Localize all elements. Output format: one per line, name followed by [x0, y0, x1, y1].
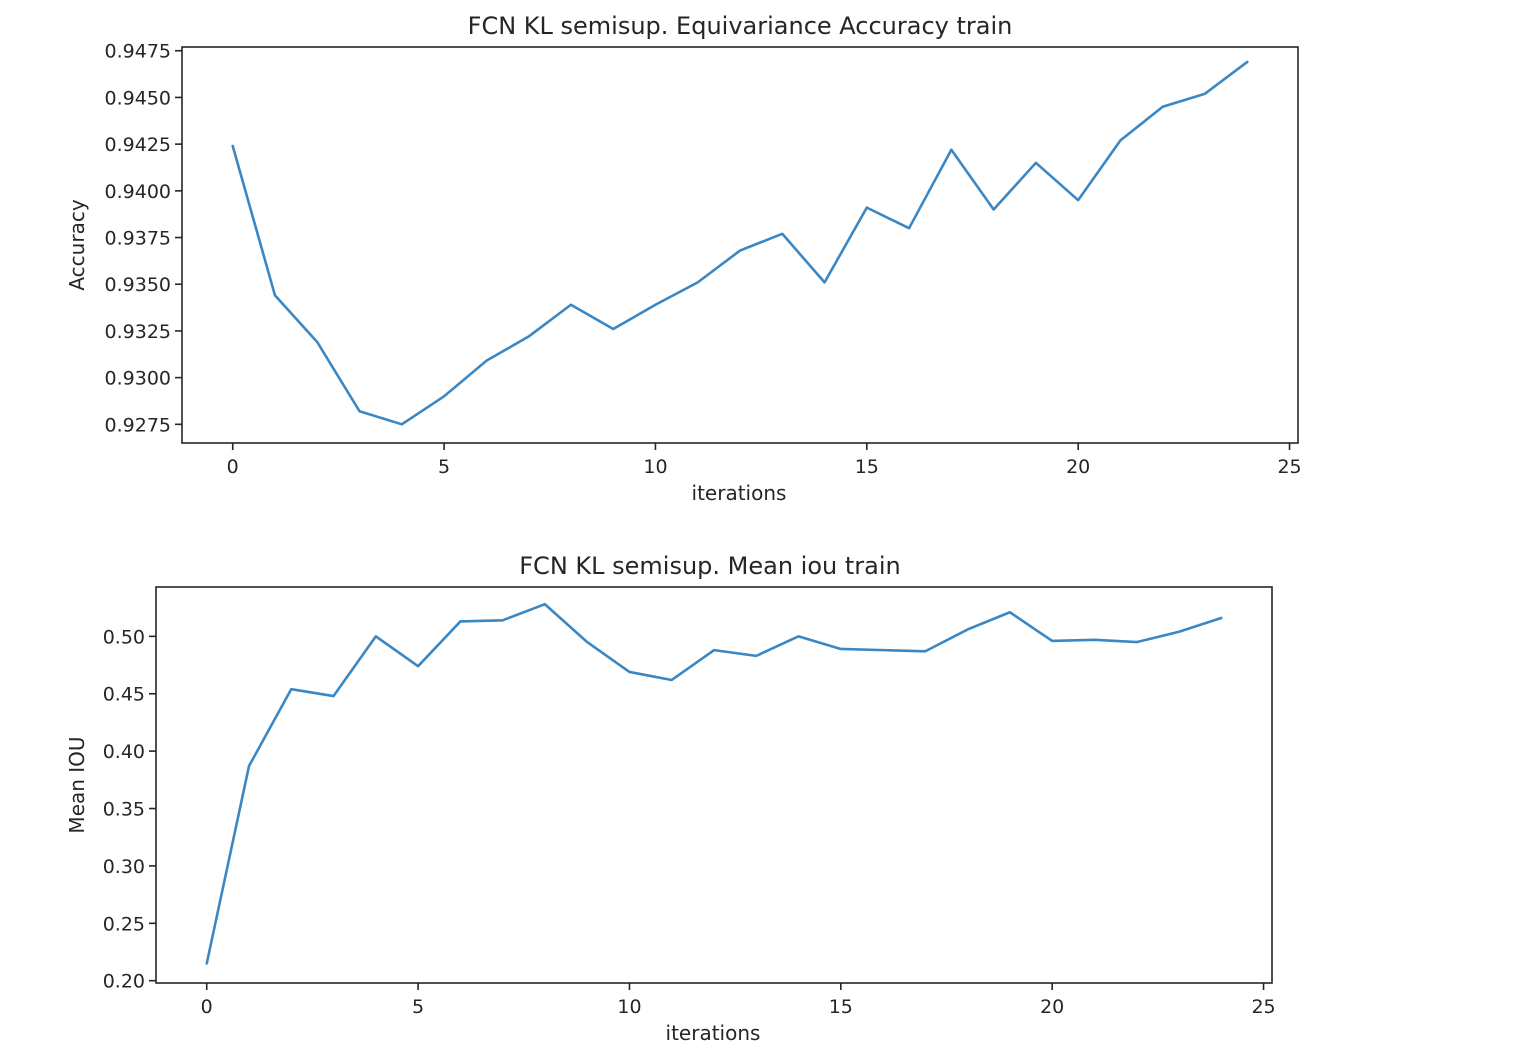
x-tick-label: 5 — [412, 996, 424, 1018]
x-tick-label: 25 — [1251, 996, 1275, 1018]
y-tick-label: 0.9275 — [105, 414, 171, 436]
x-tick-label: 10 — [617, 996, 641, 1018]
x-tick-label: 0 — [227, 456, 239, 478]
x-axis-label: iterations — [666, 1021, 761, 1045]
y-tick-label: 0.25 — [103, 913, 145, 935]
y-tick-label: 0.9325 — [105, 321, 171, 343]
chart-mean-iou: FCN KL semisup. Mean iou train iteration… — [65, 552, 1276, 1045]
y-tick-label: 0.50 — [103, 626, 145, 648]
series-line-mean_iou — [205, 602, 1223, 965]
y-tick-label: 0.35 — [103, 799, 145, 821]
y-tick-label: 0.40 — [103, 741, 145, 763]
y-axis-label: Mean IOU — [65, 736, 89, 833]
y-tick-label: 0.9350 — [105, 274, 171, 296]
x-tick-label: 10 — [643, 456, 667, 478]
plot-area — [231, 60, 1249, 426]
y-tick-label: 0.9475 — [105, 41, 171, 63]
y-axis-label: Accuracy — [65, 199, 89, 290]
y-tick-label: 0.9425 — [105, 134, 171, 156]
plot-area — [205, 602, 1223, 965]
x-tick-label: 20 — [1040, 996, 1064, 1018]
y-tick-label: 0.9400 — [105, 181, 171, 203]
x-axis-label: iterations — [692, 481, 787, 505]
x-tick-label: 15 — [829, 996, 853, 1018]
y-tick-label: 0.9450 — [105, 87, 171, 109]
y-tick-label: 0.45 — [103, 684, 145, 706]
series-line-accuracy — [231, 60, 1249, 426]
x-tick-label: 15 — [855, 456, 879, 478]
x-tick-label: 25 — [1277, 456, 1301, 478]
y-tick-label: 0.30 — [103, 856, 145, 878]
y-tick-label: 0.9300 — [105, 368, 171, 390]
axes-frame — [155, 586, 1273, 984]
chart-accuracy: FCN KL semisup. Equivariance Accuracy tr… — [65, 12, 1302, 505]
chart-title: FCN KL semisup. Mean iou train — [519, 552, 900, 580]
x-tick-label: 0 — [201, 996, 213, 1018]
x-tick-label: 5 — [438, 456, 450, 478]
chart-title: FCN KL semisup. Equivariance Accuracy tr… — [468, 12, 1013, 40]
x-tick-label: 20 — [1066, 456, 1090, 478]
y-tick-label: 0.20 — [103, 971, 145, 993]
y-tick-label: 0.9375 — [105, 228, 171, 250]
axes-frame — [181, 46, 1299, 444]
